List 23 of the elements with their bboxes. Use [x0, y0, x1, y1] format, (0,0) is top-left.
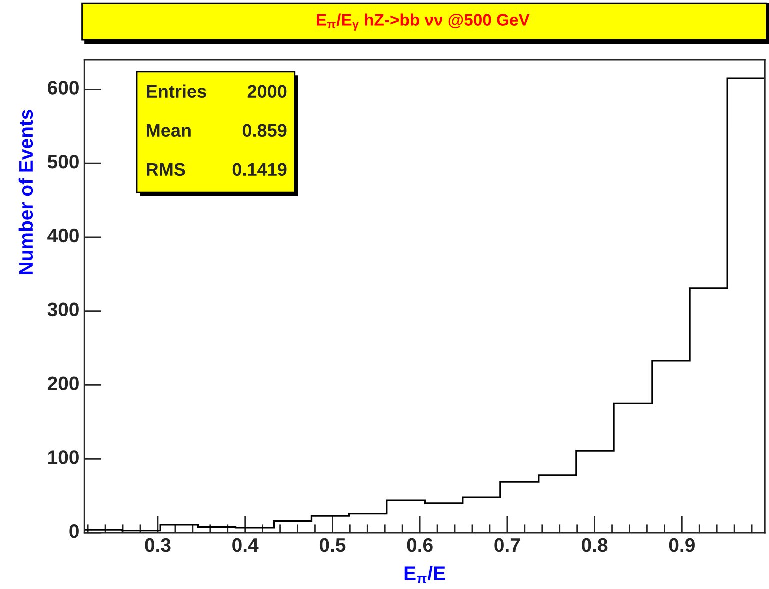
annotation: 0.859: [242, 124, 287, 138]
annotation: Mean: [147, 124, 191, 138]
y-tick-label: 100: [48, 450, 79, 464]
x-tick-label: 0.7: [494, 538, 520, 552]
x-tick-label: 0.3: [145, 538, 171, 552]
x-tick-label: 0.5: [320, 538, 346, 552]
annotation: 0.1419: [232, 163, 287, 176]
annotation: Entries: [147, 84, 206, 98]
x-tick-label: 0.4: [232, 538, 259, 552]
y-tick-label: 200: [48, 376, 79, 390]
y-tick-label: 600: [48, 81, 79, 95]
chart-title: E$_{π}$/E$_{γ}$ hZ->bb νν @500 GeV: [317, 14, 530, 31]
x-tick-label: 0.6: [407, 538, 433, 552]
annotation: 2000: [248, 85, 287, 98]
y-tick-label: 400: [48, 228, 79, 243]
y-tick-label: 0: [70, 524, 79, 538]
annotation: RMS: [147, 163, 186, 176]
x-axis-title: E$_{π}$/E: [404, 566, 446, 584]
y-axis-title: Number of Events: [18, 110, 34, 274]
x-tick-label: 0.8: [582, 538, 608, 552]
y-tick-label: 500: [48, 154, 79, 169]
y-tick-label: 300: [48, 302, 79, 317]
x-tick-label: 0.9: [669, 538, 695, 552]
